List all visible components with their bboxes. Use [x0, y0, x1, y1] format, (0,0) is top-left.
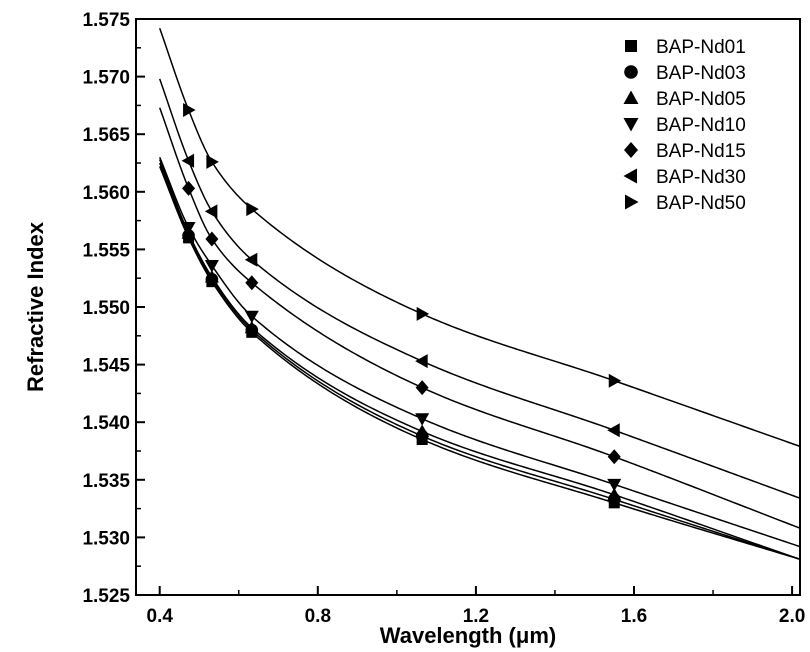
legend-symbol-bap-nd10 — [623, 118, 639, 132]
marker-bap-nd05 — [607, 487, 622, 501]
marker-bap-nd05 — [204, 270, 219, 283]
y-tick-label: 1.525 — [82, 586, 130, 607]
fit-line-bap-nd03 — [159, 162, 801, 561]
marker-bap-nd15 — [205, 231, 219, 247]
x-tick-label: 0.8 — [305, 606, 331, 627]
legend-symbol-bap-nd50 — [625, 194, 639, 210]
legend-label: BAP-Nd30 — [656, 167, 746, 188]
fit-line-bap-nd50 — [159, 27, 801, 448]
marker-bap-nd10 — [415, 413, 430, 426]
y-axis-tick-labels: 1.525 1.530 1.535 1.540 1.545 1.550 1.555 1.560… — [82, 10, 130, 607]
fit-lines — [159, 27, 801, 561]
marker-bap-nd10 — [607, 478, 622, 492]
marker-bap-nd30 — [415, 354, 428, 369]
legend: BAP-Nd01 BAP-Nd03 BAP-Nd05 BAP-Nd10 BAP-Nd15… — [623, 37, 746, 214]
y-axis-ticks — [136, 18, 145, 596]
legend-symbol-bap-nd30 — [623, 168, 637, 184]
legend-label: BAP-Nd10 — [656, 115, 746, 136]
x-axis-ticks — [158, 586, 794, 595]
marker-bap-nd15 — [245, 275, 259, 291]
fit-line-bap-nd10 — [159, 156, 801, 548]
y-tick-label: 1.570 — [82, 68, 130, 89]
marker-bap-nd50 — [206, 154, 219, 169]
marker-bap-nd30 — [607, 423, 620, 438]
y-tick-label: 1.545 — [82, 356, 130, 377]
marker-bap-nd50 — [416, 306, 430, 321]
marker-bap-nd50 — [608, 373, 622, 388]
legend-symbol-bap-nd01 — [625, 40, 637, 52]
marker-bap-nd10 — [244, 310, 259, 324]
y-tick-label: 1.575 — [82, 10, 130, 31]
legend-label: BAP-Nd05 — [656, 89, 746, 110]
y-tick-label: 1.530 — [82, 528, 130, 549]
y-axis-title: Refractive Index — [23, 221, 48, 392]
x-tick-label: 1.6 — [621, 606, 647, 627]
marker-bap-nd10 — [204, 260, 219, 273]
y-tick-label: 1.535 — [82, 471, 130, 492]
y-tick-label: 1.560 — [82, 183, 130, 204]
legend-label: BAP-Nd50 — [656, 193, 746, 214]
x-tick-label: 2.0 — [779, 606, 805, 627]
y-tick-label: 1.555 — [82, 240, 130, 261]
x-tick-label: 1.2 — [463, 606, 489, 627]
y-tick-label: 1.540 — [82, 413, 130, 434]
legend-symbol-bap-nd05 — [623, 90, 639, 104]
marker-bap-nd05 — [415, 424, 430, 437]
marker-bap-nd50 — [246, 202, 259, 217]
x-axis-title: Wavelength (μm) — [380, 623, 556, 648]
legend-label: BAP-Nd03 — [656, 63, 746, 84]
x-tick-label: 0.4 — [147, 606, 174, 627]
fit-line-bap-nd01 — [159, 166, 801, 561]
y-tick-label: 1.565 — [82, 125, 130, 146]
legend-symbol-bap-nd03 — [624, 65, 638, 79]
fit-line-bap-nd15 — [159, 107, 801, 529]
legend-symbol-bap-nd15 — [624, 142, 638, 158]
marker-bap-nd15 — [607, 449, 621, 465]
marker-bap-nd15 — [182, 180, 196, 196]
marker-bap-nd05 — [244, 320, 259, 334]
legend-label: BAP-Nd15 — [656, 141, 746, 162]
marker-bap-nd30 — [204, 204, 218, 219]
marker-bap-nd30 — [181, 153, 195, 168]
marker-bap-nd15 — [415, 380, 429, 396]
marker-bap-nd10 — [181, 222, 196, 235]
marker-bap-nd50 — [183, 103, 196, 118]
x-axis-tick-labels: 0.4 0.8 1.2 1.6 2.0 — [147, 606, 806, 627]
y-tick-label: 1.550 — [82, 298, 130, 319]
marker-bap-nd30 — [244, 252, 258, 267]
data-markers — [181, 103, 622, 509]
fit-line-bap-nd05 — [159, 159, 801, 560]
legend-label: BAP-Nd01 — [656, 37, 746, 58]
fit-line-bap-nd30 — [159, 78, 801, 499]
